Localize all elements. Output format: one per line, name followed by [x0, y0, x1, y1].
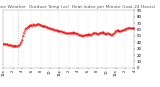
Title: Milwaukee Weather  Outdoor Temp (vs)  Heat Index per Minute (Last 24 Hours): Milwaukee Weather Outdoor Temp (vs) Heat… [0, 5, 155, 9]
